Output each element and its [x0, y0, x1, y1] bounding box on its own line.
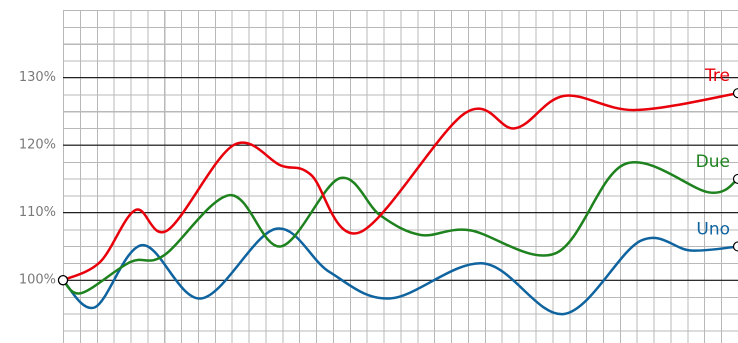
y-tick-label: 100% — [19, 273, 56, 288]
series-line — [62, 91, 738, 282]
legend-label: Tre — [704, 66, 730, 86]
y-tick-label: 120% — [19, 138, 56, 153]
end-marker — [57, 275, 69, 286]
y-tick-label: 110% — [19, 205, 56, 220]
end-marker — [732, 173, 738, 185]
series-line — [62, 161, 738, 295]
series-line — [62, 227, 738, 316]
legend-label: Uno — [696, 219, 730, 239]
end-marker — [732, 88, 738, 99]
minor-grid — [63, 10, 738, 343]
legend-label: Due — [696, 152, 730, 172]
y-tick-label: 130% — [19, 70, 56, 85]
end-marker — [732, 241, 738, 252]
